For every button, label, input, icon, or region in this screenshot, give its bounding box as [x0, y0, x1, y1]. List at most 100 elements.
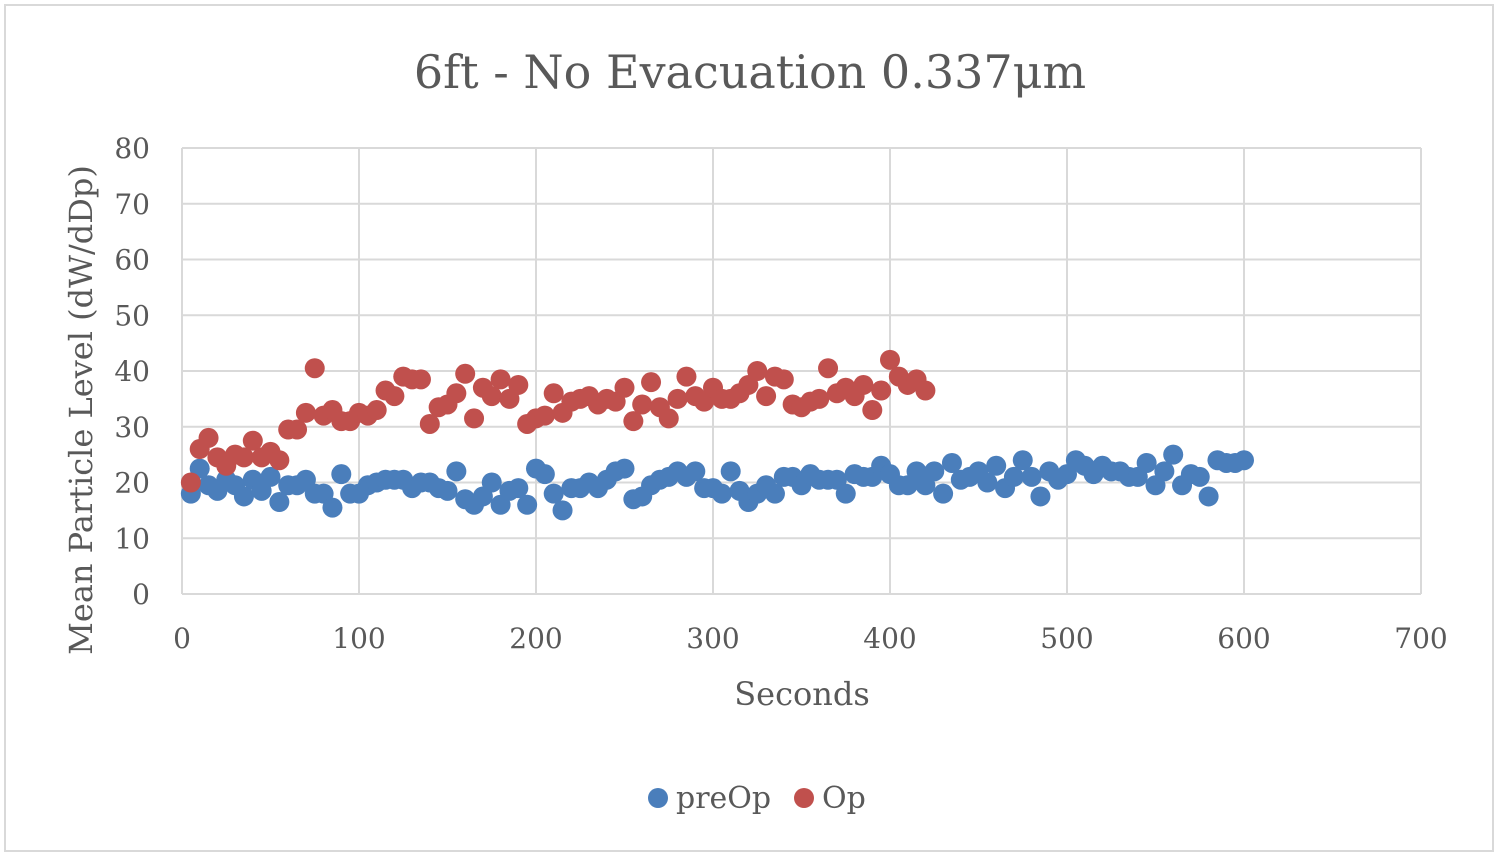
data-point-preop — [233, 486, 254, 507]
y-tick-label: 60 — [114, 244, 150, 277]
data-point-op — [543, 383, 564, 404]
data-point-op — [756, 386, 777, 407]
data-point-preop — [446, 461, 467, 482]
data-point-preop — [1154, 461, 1175, 482]
x-tick-label: 200 — [509, 622, 562, 655]
data-point-op — [658, 408, 679, 429]
data-point-preop — [1189, 466, 1210, 487]
y-tick-label: 20 — [114, 467, 150, 500]
data-point-op — [880, 349, 900, 370]
data-point-op — [915, 380, 936, 401]
y-tick-label: 40 — [114, 355, 150, 388]
data-point-op — [508, 374, 529, 395]
legend-marker-op — [794, 788, 814, 808]
data-point-preop — [1030, 486, 1051, 507]
data-point-preop — [552, 500, 573, 521]
data-point-preop — [331, 464, 352, 485]
y-tick-label: 50 — [114, 299, 150, 332]
data-point-preop — [986, 455, 1007, 476]
legend-label-preop: preOp — [676, 781, 771, 816]
data-point-preop — [685, 461, 706, 482]
data-point-op — [614, 377, 635, 398]
data-point-preop — [508, 478, 529, 499]
data-point-preop — [764, 483, 785, 504]
data-point-op — [242, 430, 263, 451]
data-point-op — [632, 394, 653, 415]
x-tick-label: 700 — [1394, 622, 1447, 655]
data-point-preop — [614, 458, 635, 479]
data-point-op — [384, 386, 405, 407]
data-point-op — [180, 472, 201, 493]
y-axis-label: Mean Particle Level (dW/dDp) — [62, 165, 100, 655]
data-point-op — [747, 361, 768, 381]
legend-label-op: Op — [822, 781, 866, 816]
data-point-preop — [1136, 452, 1157, 473]
y-axis-ticks: 0 10 20 30 40 50 60 70 80 — [114, 132, 150, 611]
data-point-preop — [941, 452, 962, 473]
data-point-op — [481, 386, 502, 407]
x-tick-label: 300 — [686, 622, 739, 655]
data-point-preop — [835, 483, 856, 504]
y-tick-label: 0 — [132, 578, 150, 611]
data-series — [180, 349, 1254, 521]
data-point-op — [862, 400, 883, 421]
x-tick-label: 0 — [173, 622, 191, 655]
data-point-op — [871, 380, 892, 401]
data-point-preop — [1021, 466, 1042, 487]
data-point-op — [455, 363, 476, 384]
x-tick-label: 400 — [863, 622, 916, 655]
data-point-preop — [534, 464, 555, 485]
data-point-op — [773, 369, 794, 390]
data-point-op — [490, 369, 511, 390]
data-point-op — [446, 383, 467, 404]
data-point-op — [623, 411, 644, 432]
data-point-preop — [481, 472, 502, 493]
data-point-op — [464, 408, 485, 429]
data-point-op — [287, 419, 308, 440]
data-point-preop — [269, 492, 290, 513]
x-tick-label: 100 — [332, 622, 385, 655]
data-point-op — [419, 413, 440, 434]
x-axis-ticks: 0 100 200 300 400 500 600 700 — [173, 622, 1448, 655]
data-point-op — [233, 447, 254, 468]
gridlines — [181, 147, 1422, 595]
data-point-op — [818, 358, 839, 379]
data-point-preop — [924, 461, 945, 482]
data-point-op — [295, 402, 316, 423]
data-point-preop — [720, 461, 741, 482]
y-tick-label: 70 — [114, 188, 150, 221]
chart-title: 6ft - No Evacuation 0.337μm — [414, 45, 1086, 99]
x-axis-label: Seconds — [734, 675, 870, 713]
chart-frame — [4, 4, 1494, 852]
legend: preOp Op — [648, 781, 866, 816]
data-point-op — [269, 450, 290, 471]
data-point-op — [410, 369, 431, 390]
data-point-preop — [1012, 450, 1033, 471]
data-point-preop — [260, 466, 281, 487]
y-tick-label: 10 — [114, 522, 150, 555]
data-point-preop — [1198, 486, 1219, 507]
data-point-op — [809, 388, 830, 409]
legend-marker-preop — [648, 788, 668, 808]
data-point-op — [853, 374, 874, 395]
data-point-preop — [1234, 450, 1254, 471]
data-point-preop — [437, 480, 458, 501]
data-point-op — [198, 427, 219, 448]
data-point-preop — [711, 483, 732, 504]
series-preop — [180, 444, 1254, 521]
data-point-preop — [322, 497, 343, 518]
x-tick-label: 600 — [1217, 622, 1270, 655]
data-point-op — [667, 388, 688, 409]
data-point-op — [366, 400, 387, 421]
data-point-op — [304, 358, 325, 379]
data-point-preop — [1163, 444, 1184, 465]
data-point-op — [641, 372, 662, 393]
data-point-preop — [1003, 466, 1024, 487]
y-tick-label: 80 — [114, 132, 150, 165]
data-point-op — [676, 366, 697, 387]
data-point-preop — [543, 483, 564, 504]
x-tick-label: 500 — [1040, 622, 1093, 655]
data-point-preop — [517, 494, 538, 515]
data-point-preop — [977, 472, 998, 493]
